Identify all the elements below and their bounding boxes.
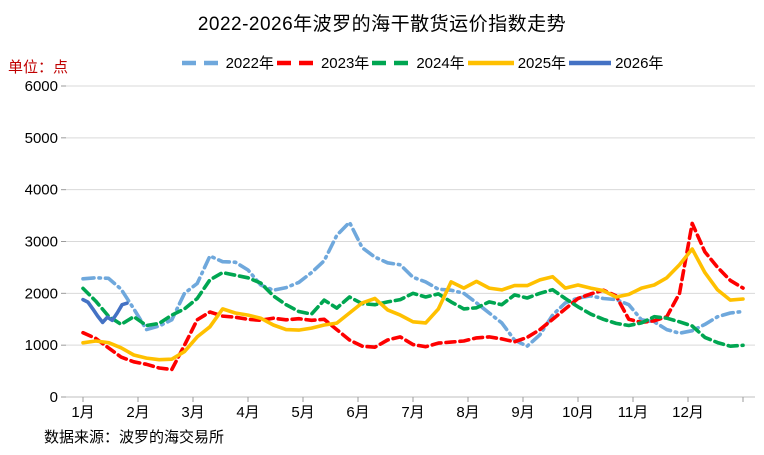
series-line-2023年: [81, 221, 745, 372]
y-axis-label: 2000: [25, 285, 58, 302]
legend-item-2023: 2023年: [276, 52, 369, 73]
y-axis-label: 5000: [25, 130, 58, 147]
source-note: 数据来源：波罗的海交易所: [44, 429, 225, 446]
x-axis-label: 5月: [291, 404, 314, 421]
series-line-2022年: [81, 220, 745, 348]
legend-item-2024: 2024年: [371, 52, 465, 73]
x-axis-label: 2月: [126, 404, 149, 421]
y-axis-label: 6000: [25, 78, 58, 95]
legend: 2022年 2023年 2024年 2025年 2026年: [110, 52, 734, 73]
legend-label-2024: 2024年: [416, 55, 465, 72]
y-axis-label: 4000: [25, 182, 58, 199]
x-axis-label: 8月: [456, 404, 479, 421]
x-axis-label: 12月: [672, 404, 704, 421]
x-axis-label: 7月: [401, 404, 424, 421]
y-axis-label: 0: [50, 389, 58, 406]
legend-label-2025: 2025年: [517, 55, 567, 72]
legend-swatch-2022-icon: [181, 60, 222, 65]
y-axis-label: 3000: [25, 234, 58, 251]
legend-label-2022: 2022年: [225, 55, 274, 72]
y-axis-label: 1000: [25, 337, 58, 354]
y-axis-unit-label: 单位：点: [8, 59, 69, 76]
x-axis-label: 3月: [181, 404, 204, 421]
series-line-2025年: [81, 247, 745, 362]
legend-item-2026: 2026年: [568, 52, 663, 73]
legend-swatch-2024-icon: [372, 60, 413, 65]
legend-swatch-2025-icon: [467, 60, 514, 65]
x-axis-label: 4月: [236, 404, 259, 421]
legend-label-2023: 2023年: [320, 55, 370, 72]
series-line-2024年: [81, 270, 745, 348]
legend-item-2022: 2022年: [181, 52, 274, 73]
chart-title: 2022-2026年波罗的海干散货运价指数走势: [197, 14, 567, 35]
legend-swatch-2026-icon: [569, 60, 612, 65]
x-axis-label: 11月: [618, 404, 649, 421]
legend-label-2026: 2026年: [615, 55, 664, 72]
x-axis-label: 10月: [562, 404, 594, 421]
x-axis-label: 6月: [346, 404, 369, 421]
x-axis-label: 9月: [511, 404, 534, 421]
series-line-2026年: [81, 297, 129, 325]
legend-item-2025: 2025年: [467, 52, 566, 73]
x-axis-label: 1月: [71, 404, 94, 421]
legend-swatch-2023-icon: [276, 60, 317, 65]
